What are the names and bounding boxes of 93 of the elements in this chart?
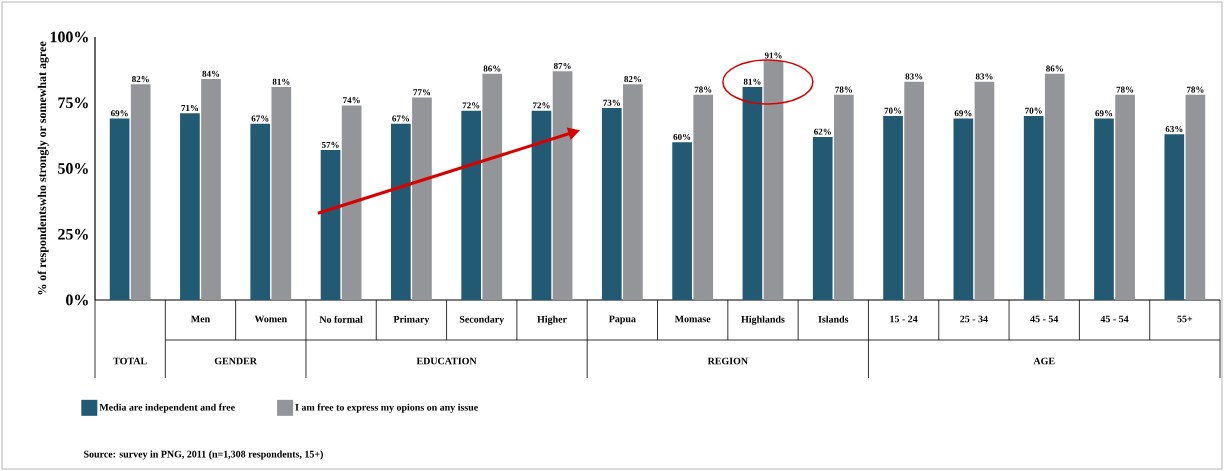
bar [693,94,714,300]
y-tick-label: 50% [58,163,88,174]
y-tick-label: 75% [58,97,88,109]
data-label: 86% [483,65,501,72]
data-label: 72% [533,102,550,109]
bar [341,105,362,300]
data-label: 83% [975,73,993,80]
bar [180,113,200,300]
data-label: 70% [1025,107,1042,114]
data-label: 82% [132,76,149,83]
data-label: 77% [413,89,431,96]
bar [412,97,432,300]
x-tick-label: No formal [319,315,363,323]
y-tick-label: 100% [50,31,88,43]
data-label: 57% [321,141,339,148]
bar [201,79,221,300]
bar [883,115,903,300]
bar [271,86,292,300]
x-tick-label: 15 - 24 [890,315,918,323]
legend-label: I am free to express my opions on any issue [295,403,478,413]
data-label: 78% [1186,86,1204,93]
x-tick-label: Primary [393,315,430,325]
bar [953,118,974,300]
x-tick-label: Women [254,315,287,323]
text: EDUCATION [416,357,477,365]
data-label: 70% [884,107,902,114]
data-label: 87% [553,62,571,69]
data-label: 69% [1095,110,1113,117]
bar [904,81,924,300]
data-label: 84% [202,70,220,77]
data-label: 63% [1165,126,1183,133]
data-label: 78% [694,86,712,93]
data-label: 74% [343,97,360,104]
data-label: 81% [272,78,290,85]
y-axis-title: % of respondentswho strongly or somewhat agree [37,41,49,295]
data-label: 67% [392,115,409,122]
data-label: 78% [1116,86,1134,93]
bar [1185,94,1206,300]
bar [391,123,411,300]
bar [601,108,622,300]
bar [1115,94,1135,300]
x-tick-label: Men [190,315,210,323]
y-tick-label: 25% [58,228,88,240]
bar [742,86,763,300]
bar [531,110,552,300]
x-tick-label: 45 - 54 [1100,315,1129,323]
x-tick-label: Papua [608,315,636,325]
x-tick-label: Secondary [459,315,505,325]
x-tick-label: 45 - 54 [1030,315,1059,323]
bar [1044,73,1065,300]
bar [812,136,833,300]
x-tick-label: Higher [537,315,567,325]
text: GENDER [214,357,258,365]
data-label: 78% [835,86,852,93]
bar [763,60,784,300]
text: TOTAL [113,357,147,365]
bar [1094,118,1114,300]
text: AGE [1033,357,1055,365]
bar [482,73,503,300]
data-label: 82% [624,76,642,83]
text: REGION [707,357,748,365]
legend-label: Media are independent and free [99,403,235,413]
x-tick-label: Highlands [741,315,785,325]
x-tick-label: Momase [674,315,711,323]
x-tick-label: Islands [818,315,849,323]
bar [672,142,692,300]
data-label: 86% [1046,65,1063,72]
data-label: 62% [814,128,831,135]
bar [974,81,995,300]
bar [552,71,573,300]
bar [320,150,341,300]
data-label: 67% [251,115,269,122]
bar [1023,115,1044,300]
data-label: 72% [462,102,480,109]
bar [130,84,151,300]
bar [833,94,854,300]
bar [461,110,482,300]
data-label: 71% [181,104,199,112]
bar [623,84,643,300]
data-label: 73% [603,99,620,106]
y-tick-label: 0% [66,294,88,306]
x-tick-label: 55+ [1177,315,1193,323]
data-label: 69% [110,110,128,117]
bar [1164,134,1185,300]
data-label: 81% [743,78,761,85]
bar [250,123,271,300]
data-label: 91% [764,52,782,59]
data-label: 60% [673,133,691,141]
data-label: 69% [954,110,972,117]
x-tick-label: 25 - 34 [960,315,988,323]
data-label: 83% [905,73,923,80]
source-note: Source: survey in PNG, 2011 (n=1,308 respondents, 15+) [84,450,323,460]
bar [109,118,130,300]
